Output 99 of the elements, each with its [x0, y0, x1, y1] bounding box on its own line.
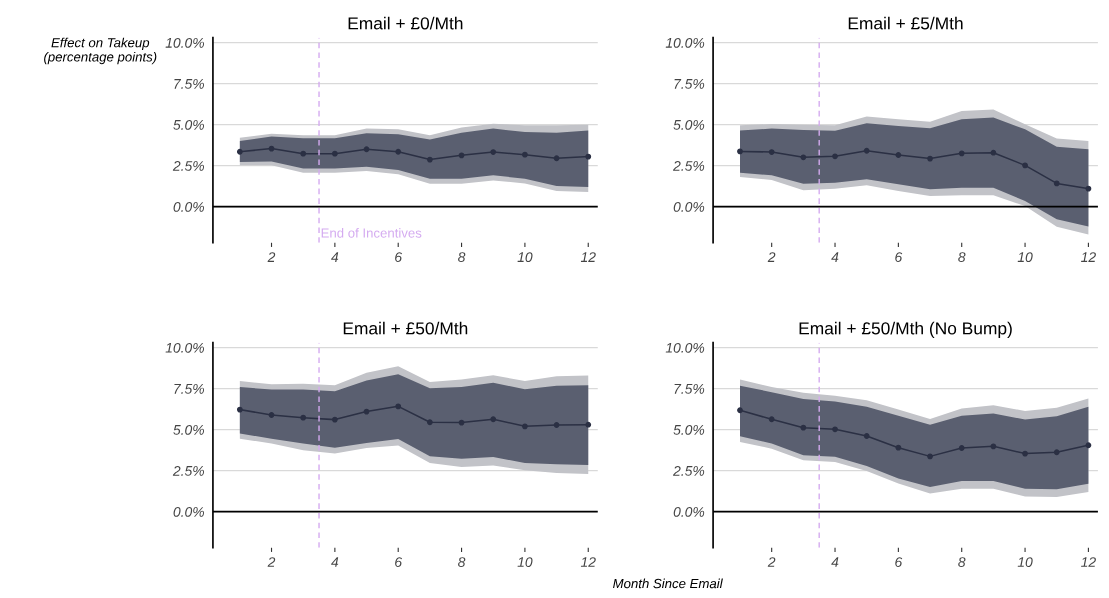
- x-tick-label: 12: [580, 252, 596, 262]
- x-tick-label: 12: [1081, 557, 1096, 567]
- point: [863, 433, 870, 439]
- x-tick-label: 2: [767, 557, 776, 567]
- point: [331, 150, 338, 157]
- chart-title: Email + £0/Mth: [348, 16, 463, 30]
- point: [737, 407, 743, 414]
- point: [521, 151, 528, 158]
- y-tick-label: 5.0%: [673, 119, 705, 130]
- y-tick-label: 2.5%: [673, 465, 705, 476]
- x-tick-label: 6: [895, 557, 903, 567]
- point: [863, 147, 870, 154]
- y-tick-label: 0.0%: [173, 202, 204, 212]
- x-tick-label: 12: [1081, 252, 1096, 262]
- point: [1085, 442, 1092, 449]
- point: [1053, 449, 1060, 456]
- y-tick-label: 10.0%: [165, 37, 204, 48]
- y-tick-label: 5.0%: [173, 119, 204, 130]
- x-tick-label: 10: [517, 252, 533, 263]
- y-tick-label: 2.5%: [673, 161, 705, 171]
- point: [832, 426, 838, 433]
- y-tick-label: 2.5%: [172, 465, 204, 476]
- x-tick-label: 4: [331, 557, 339, 567]
- point: [363, 146, 370, 153]
- y-tick-label: 7.5%: [174, 383, 204, 394]
- x-tick-label: 6: [895, 252, 903, 263]
- x-axis-title: Month Since Email: [613, 578, 723, 589]
- point: [768, 149, 775, 155]
- x-tick-label: 2: [767, 252, 776, 262]
- point: [927, 453, 933, 460]
- x-tick-label: 8: [458, 252, 466, 263]
- y-tick-label: 2.5%: [172, 161, 204, 171]
- point: [585, 421, 592, 428]
- point: [268, 412, 275, 418]
- point: [927, 155, 933, 162]
- point: [553, 155, 560, 162]
- chart-title: Email + £50/Mth (No Bump): [799, 321, 1012, 338]
- y-tick-label: 10.0%: [165, 342, 204, 353]
- x-tick-label: 8: [958, 252, 966, 263]
- y-tick-label: 0.0%: [673, 202, 705, 212]
- y-tick-label: 10.0%: [665, 37, 705, 48]
- x-tick-label: 4: [831, 252, 839, 262]
- y-tick-label: 7.5%: [674, 79, 705, 89]
- point: [331, 416, 338, 423]
- point: [1022, 162, 1028, 169]
- point: [268, 145, 275, 152]
- x-tick-label: 10: [517, 557, 533, 567]
- ref-line-label: End of Incentives: [321, 228, 422, 238]
- y-tick-label: 5.0%: [173, 424, 204, 435]
- point: [490, 416, 497, 423]
- point: [236, 406, 243, 413]
- point: [521, 423, 528, 430]
- x-tick-label: 10: [1017, 557, 1033, 567]
- point: [958, 445, 965, 451]
- point: [832, 153, 838, 160]
- x-tick-label: 4: [831, 557, 839, 567]
- point: [395, 403, 402, 410]
- point: [458, 419, 465, 426]
- point: [426, 156, 433, 163]
- y-tick-label: 5.0%: [673, 424, 705, 435]
- point: [1085, 185, 1092, 192]
- point: [585, 153, 592, 160]
- x-tick-label: 10: [1017, 252, 1033, 263]
- x-tick-label: 2: [267, 557, 276, 567]
- x-tick-label: 4: [331, 252, 339, 262]
- x-tick-label: 8: [458, 557, 466, 567]
- point: [363, 408, 370, 415]
- chart-title: Email + £50/Mth: [343, 321, 468, 335]
- point: [990, 443, 997, 450]
- point: [300, 414, 307, 421]
- point: [490, 149, 497, 155]
- point: [895, 152, 902, 158]
- point: [395, 148, 402, 155]
- point: [737, 148, 743, 155]
- y-axis-title: Effect on Takeup (percentage points): [44, 37, 157, 65]
- point: [236, 148, 243, 155]
- point: [800, 424, 807, 431]
- x-tick-label: 8: [958, 557, 966, 567]
- x-tick-label: 12: [580, 557, 596, 567]
- y-tick-label: 0.0%: [673, 507, 705, 517]
- y-tick-label: 0.0%: [173, 507, 204, 517]
- y-tick-label: 7.5%: [174, 79, 204, 89]
- point: [458, 152, 465, 159]
- point: [426, 419, 433, 426]
- point: [895, 444, 902, 451]
- point: [768, 416, 775, 423]
- y-tick-label: 7.5%: [674, 383, 705, 394]
- y-tick-label: 10.0%: [665, 342, 705, 353]
- x-tick-label: 6: [395, 557, 403, 567]
- point: [1022, 450, 1028, 457]
- point: [553, 422, 560, 428]
- point: [958, 150, 965, 157]
- point: [1053, 180, 1060, 187]
- point: [990, 149, 997, 156]
- x-tick-label: 6: [395, 252, 403, 263]
- x-tick-label: 2: [267, 252, 276, 262]
- chart-title: Email + £5/Mth: [848, 16, 963, 30]
- point: [800, 154, 807, 161]
- point: [300, 150, 307, 157]
